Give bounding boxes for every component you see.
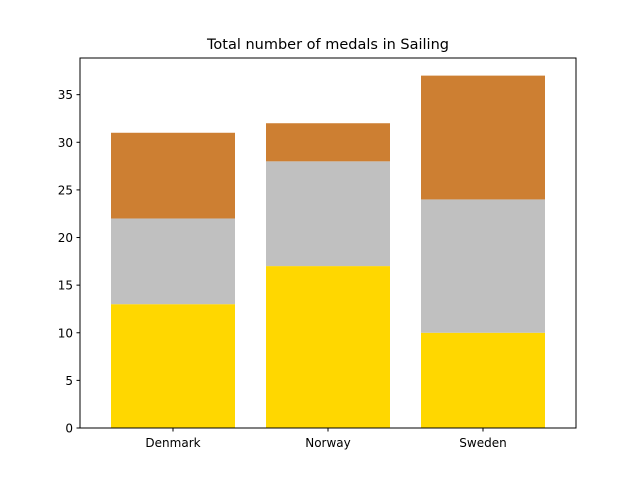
y-tick-label: 25 xyxy=(58,183,73,197)
y-tick-label: 5 xyxy=(65,374,73,388)
bar-sweden-segment-1 xyxy=(421,332,545,428)
y-tick-label: 30 xyxy=(58,136,73,150)
bars-layer xyxy=(111,75,545,428)
bar-norway-segment-1 xyxy=(266,266,390,428)
bar-denmark-segment-3 xyxy=(111,132,235,219)
x-axis: Denmark Norway Sweden xyxy=(145,428,507,450)
y-tick-label: 20 xyxy=(58,231,73,245)
y-tick-label: 0 xyxy=(65,422,73,436)
bar-norway-segment-2 xyxy=(266,161,390,267)
y-tick-label: 15 xyxy=(58,279,73,293)
bar-sweden-segment-3 xyxy=(421,75,545,200)
chart-title: Total number of medals in Sailing xyxy=(206,37,449,53)
plot-frame xyxy=(79,57,577,429)
bar-sweden-segment-2 xyxy=(421,199,545,333)
y-axis: 0 5 10 15 20 25 30 35 xyxy=(58,88,80,436)
x-tick-label-norway: Norway xyxy=(305,436,351,450)
y-tick-label: 10 xyxy=(58,326,73,340)
x-tick-label-sweden: Sweden xyxy=(459,436,506,450)
x-tick-label-denmark: Denmark xyxy=(145,436,200,450)
bar-denmark-segment-1 xyxy=(111,304,235,428)
bar-denmark-segment-2 xyxy=(111,218,235,305)
bar-norway-segment-3 xyxy=(266,123,390,162)
y-tick-label: 35 xyxy=(58,88,73,102)
